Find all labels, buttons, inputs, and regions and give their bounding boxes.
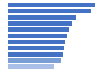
Bar (8, 64, 54, 69)
Bar (8, 9, 91, 13)
Bar (8, 21, 72, 26)
Bar (8, 52, 63, 57)
Bar (8, 27, 69, 32)
Bar (8, 40, 65, 44)
Bar (8, 15, 76, 20)
Bar (8, 46, 64, 50)
Bar (8, 58, 61, 63)
Bar (8, 34, 67, 38)
Bar (8, 3, 95, 7)
